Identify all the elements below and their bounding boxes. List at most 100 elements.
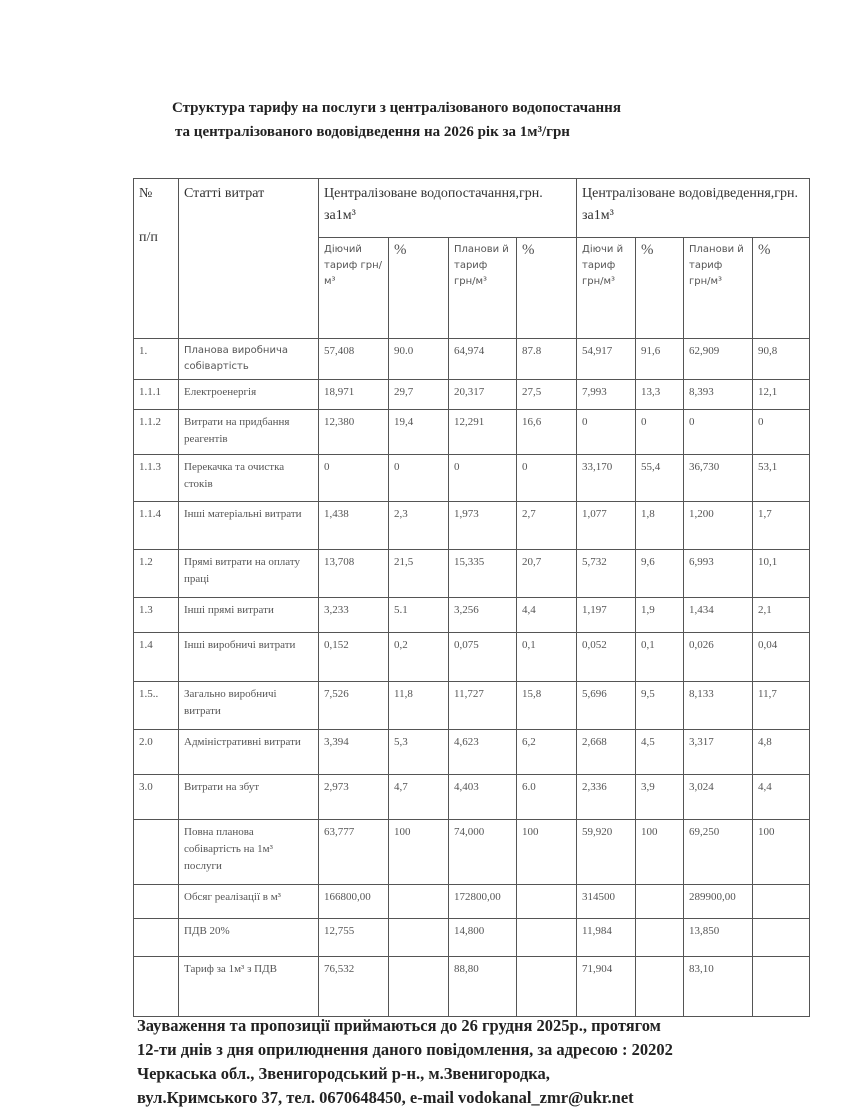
value-cell: 2,973	[318, 774, 389, 820]
row-cost-item: Прямі витрати на оплату праці	[178, 549, 319, 598]
table-row: 1.5.. Загально виробничі витрати 7,526 11,8…	[133, 681, 811, 730]
subheader-cell: Діючий тариф грн/м³	[318, 237, 389, 339]
value-cell: 100	[751, 819, 811, 885]
table-row: Обсяг реалізації в м³ 166800,00 172800,00 3…	[133, 884, 811, 919]
value-cell: 5,3	[388, 729, 449, 775]
value-cell: 29,7	[388, 379, 449, 410]
header-number-pp: п/п	[139, 230, 158, 245]
value-cell: 100	[516, 819, 577, 885]
value-cell: 100	[635, 819, 684, 885]
value-cell: 1,973	[448, 501, 517, 550]
value-cell: 11,727	[448, 681, 517, 730]
row-cost-item: Інші виробничі витрати	[178, 632, 319, 682]
table-row: 3.0 Витрати на збут 2,973 4,7 4,403 6.0 2,336 3…	[133, 774, 811, 820]
value-cell: 62,909	[683, 338, 753, 380]
table-row: 1.1.4 Інші матеріальні витрати 1,438 2,3 1,9…	[133, 501, 811, 550]
note-line-4: вул.Кримського 37, тел. 0670648450, e-ma…	[137, 1088, 634, 1107]
value-cell: 0	[448, 454, 517, 502]
value-cell: 3,233	[318, 597, 389, 633]
row-cost-item: Планова виробнича собівартість	[178, 338, 319, 380]
row-cost-item: Повна планова собівартість на 1м³ послуг…	[178, 819, 319, 885]
subheader-cell: %	[751, 237, 811, 339]
row-number: 1.1.3	[133, 454, 179, 502]
value-cell	[635, 884, 684, 919]
value-cell	[516, 884, 577, 919]
table-row: Повна планова собівартість на 1м³ послуг…	[133, 819, 811, 885]
value-cell: 1,438	[318, 501, 389, 550]
table-row: 1.1.2 Витрати на придбання реагентів 12,38…	[133, 409, 811, 455]
row-number: 1.1.4	[133, 501, 179, 550]
value-cell: 4,7	[388, 774, 449, 820]
value-cell: 54,917	[576, 338, 636, 380]
value-cell: 0,04	[751, 632, 811, 682]
value-cell: 6,993	[683, 549, 753, 598]
table-row: 1.4 Інші виробничі витрати 0,152 0,2 0,075 0,…	[133, 632, 811, 682]
value-cell: 3,9	[635, 774, 684, 820]
value-cell: 2,336	[576, 774, 636, 820]
table-row: 1.3 Інші прямі витрати 3,233 5.1 3,256 4,4 1,1…	[133, 597, 811, 633]
value-cell: 0,1	[635, 632, 684, 682]
row-number: 1.1.1	[133, 379, 179, 410]
value-cell: 1,200	[683, 501, 753, 550]
value-cell: 20,317	[448, 379, 517, 410]
row-number	[133, 956, 179, 1017]
value-cell: 1,434	[683, 597, 753, 633]
value-cell: 0,052	[576, 632, 636, 682]
table-row: ПДВ 20% 12,755 14,800 11,984 13,850	[133, 918, 811, 957]
value-cell: 12,1	[751, 379, 811, 410]
header-water-disposal: Централізоване водовідведення,грн. за1м³	[575, 178, 811, 238]
value-cell: 21,5	[388, 549, 449, 598]
value-cell: 57,408	[318, 338, 389, 380]
value-cell: 2,7	[516, 501, 577, 550]
title-line-1: Структура тарифу на послуги з централізо…	[172, 100, 621, 116]
row-number: 1.4	[133, 632, 179, 682]
value-cell: 63,777	[318, 819, 389, 885]
value-cell: 0,1	[516, 632, 577, 682]
remarks-note: Зауваження та пропозиції приймаються до …	[137, 1014, 673, 1110]
table-row: 2.0 Адміністративні витрати 3,394 5,3 4,623 6…	[133, 729, 811, 775]
value-cell	[388, 884, 449, 919]
value-cell: 0,026	[683, 632, 753, 682]
header-number-sign: №	[139, 186, 153, 201]
subheader-cell: Діючи й тариф грн/м³	[576, 237, 636, 339]
header-cost-items: Статті витрат	[178, 178, 319, 339]
value-cell: 0	[388, 454, 449, 502]
value-cell: 64,974	[448, 338, 517, 380]
value-cell	[751, 918, 811, 957]
value-cell	[635, 956, 684, 1017]
value-cell: 4,4	[516, 597, 577, 633]
value-cell: 91,6	[635, 338, 684, 380]
value-cell: 33,170	[576, 454, 636, 502]
row-cost-item: Обсяг реалізації в м³	[178, 884, 319, 919]
row-cost-item: Інші матеріальні витрати	[178, 501, 319, 550]
value-cell: 7,993	[576, 379, 636, 410]
value-cell: 19,4	[388, 409, 449, 455]
value-cell: 4,623	[448, 729, 517, 775]
value-cell: 0	[576, 409, 636, 455]
table-row: 1. Планова виробнича собівартість 57,408 90…	[133, 338, 811, 380]
tariff-structure-table: № п/п Статті витрат Централізоване водопо…	[133, 178, 811, 1017]
row-cost-item: Перекачка та очистка стоків	[178, 454, 319, 502]
header-water-supply: Централізоване водопостачання,грн. за1м³	[318, 178, 577, 238]
table-row: 1.1.3 Перекачка та очистка стоків 0 0 0 0 33,1…	[133, 454, 811, 502]
value-cell: 8,133	[683, 681, 753, 730]
value-cell: 1,077	[576, 501, 636, 550]
row-cost-item: Адміністративні витрати	[178, 729, 319, 775]
value-cell: 100	[388, 819, 449, 885]
value-cell: 12,291	[448, 409, 517, 455]
value-cell	[516, 956, 577, 1017]
value-cell: 15,8	[516, 681, 577, 730]
row-cost-item: Витрати на придбання реагентів	[178, 409, 319, 455]
value-cell: 20,7	[516, 549, 577, 598]
title-line-2: та централізованого водовідведення на 20…	[175, 124, 570, 140]
value-cell: 1,8	[635, 501, 684, 550]
value-cell: 9,6	[635, 549, 684, 598]
value-cell: 4,4	[751, 774, 811, 820]
document-title: Структура тарифу на послуги з централізо…	[172, 96, 621, 144]
value-cell: 11,7	[751, 681, 811, 730]
value-cell: 13,850	[683, 918, 753, 957]
value-cell: 55,4	[635, 454, 684, 502]
row-number: 1.1.2	[133, 409, 179, 455]
value-cell: 3,317	[683, 729, 753, 775]
value-cell: 10,1	[751, 549, 811, 598]
